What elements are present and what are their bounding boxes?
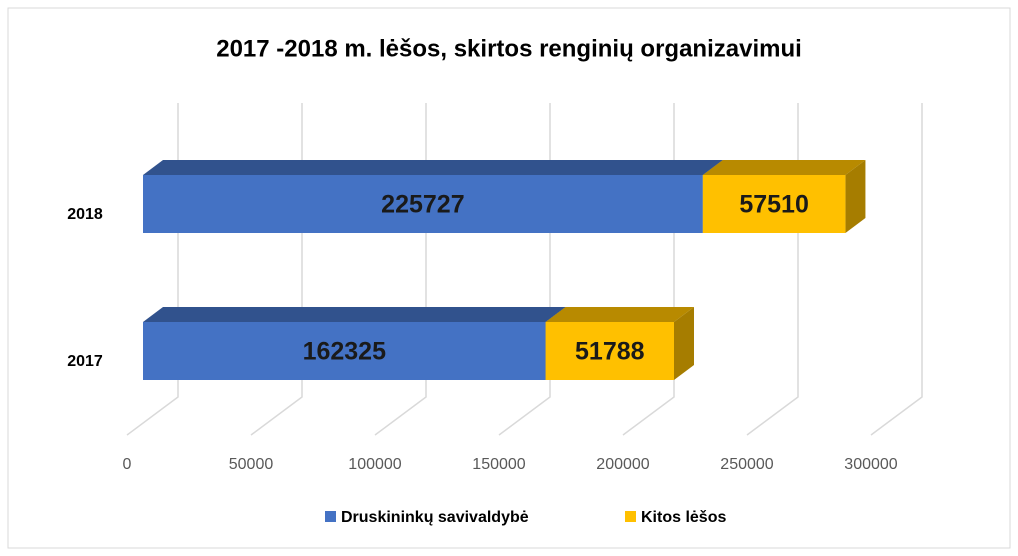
x-tick-label: 200000 [596, 456, 649, 473]
y-tick-label: 2017 [67, 353, 103, 370]
bar-side [674, 307, 695, 380]
bar-side [845, 160, 866, 233]
bar-top [143, 307, 566, 322]
chart-border [7, 7, 1011, 549]
data-label: 51788 [575, 338, 645, 366]
bar-top [702, 160, 866, 175]
bar-top [545, 307, 695, 322]
bar [702, 175, 846, 233]
x-tick-label: 150000 [472, 456, 525, 473]
legend-label: Kitos lėšos [641, 509, 726, 526]
chart-title: 2017 -2018 m. lėšos, skirtos renginių or… [216, 35, 802, 62]
legend-swatch [325, 511, 336, 522]
bar-top [143, 160, 723, 175]
x-tick-label: 300000 [844, 456, 897, 473]
data-label: 57510 [739, 191, 809, 219]
x-tick-label: 250000 [720, 456, 773, 473]
x-tick-label: 100000 [348, 456, 401, 473]
legend-label: Druskininkų savivaldybė [341, 509, 529, 526]
data-label: 225727 [381, 191, 464, 219]
bar [143, 175, 703, 233]
x-tick-label: 0 [123, 456, 132, 473]
bar [545, 322, 675, 380]
y-tick-label: 2018 [67, 206, 103, 223]
x-tick-label: 50000 [229, 456, 274, 473]
bar [143, 322, 546, 380]
legend-swatch [625, 511, 636, 522]
grid-line [870, 103, 923, 436]
data-label: 162325 [303, 338, 387, 366]
